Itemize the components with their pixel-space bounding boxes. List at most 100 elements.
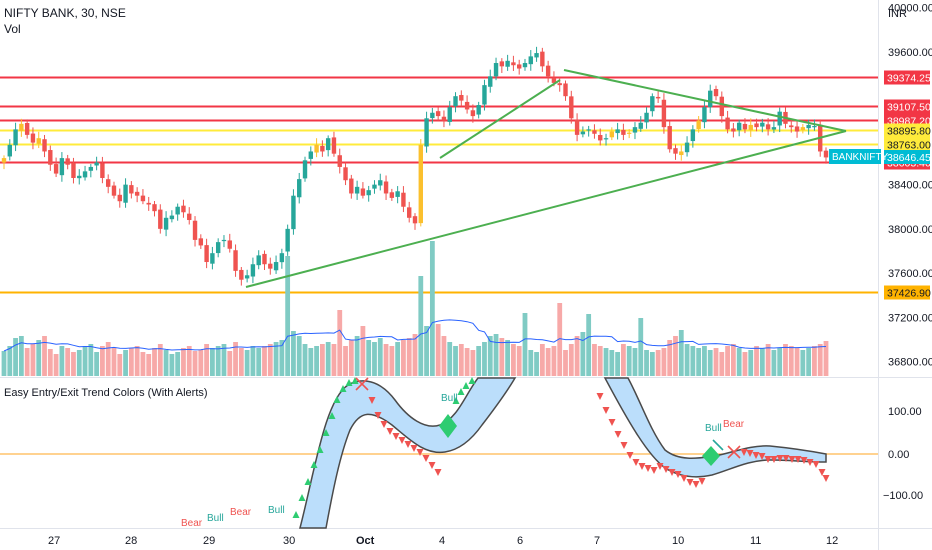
time-label: 29 <box>203 535 215 547</box>
volume-bar <box>649 352 655 376</box>
symbol-tag <box>829 149 881 164</box>
volume-bar <box>279 340 285 376</box>
price-scale[interactable]: 40000.00 39600.00 38400.00 38000.00 37600.00… <box>888 3 932 369</box>
candle-body <box>331 137 337 154</box>
bull-signal-triangle <box>304 478 312 485</box>
candle-body <box>435 111 441 117</box>
level-tag-label: 37426.90 <box>887 288 931 300</box>
candle-body <box>661 99 667 128</box>
bear-signal-triangle <box>662 466 670 473</box>
volume-bar <box>325 342 331 376</box>
candle-body <box>499 61 505 67</box>
volume-bar <box>742 352 748 376</box>
volume-bar <box>24 348 30 376</box>
candle-body <box>65 158 70 165</box>
candle-body <box>24 123 30 135</box>
volume-bar <box>337 310 343 376</box>
trendline-lower-ascending[interactable] <box>245 130 847 288</box>
volume-bar <box>157 344 163 376</box>
volume-bar <box>348 340 354 376</box>
trendlines[interactable] <box>245 69 847 288</box>
volume-bar <box>377 338 383 376</box>
bear-signal-triangle <box>380 421 388 428</box>
volume-bar <box>644 350 649 376</box>
volume-bar <box>493 334 499 376</box>
time-axis[interactable]: 27 28 29 30 Oct 4 6 7 10 11 12 <box>48 535 838 547</box>
candle-body <box>545 65 551 77</box>
candle-body <box>464 101 470 110</box>
price-tick: 37600.00 <box>888 268 932 280</box>
candle-body <box>48 150 53 165</box>
candle-body <box>482 85 487 105</box>
volume-bar <box>568 344 574 376</box>
time-label: 4 <box>439 535 445 547</box>
volume-bar <box>192 351 198 376</box>
bear-signal-triangle <box>422 455 430 462</box>
candle-body <box>586 129 591 131</box>
trendline-upper-descending[interactable] <box>563 69 847 132</box>
candle-body <box>493 63 499 77</box>
bear-signal-triangle <box>410 445 418 452</box>
candle-body <box>354 186 360 194</box>
time-label: 12 <box>826 535 838 547</box>
volume-bar <box>702 346 707 376</box>
volume-bar <box>563 350 568 376</box>
volume-bar <box>1 351 7 376</box>
candle-body <box>221 239 227 242</box>
candle-body <box>389 192 395 198</box>
volume-bar <box>817 344 823 376</box>
volume-bar <box>620 344 626 376</box>
price-tick: 36800.00 <box>888 357 932 369</box>
volume-bar <box>186 346 192 376</box>
bull-signal-triangle <box>310 461 318 468</box>
volume-bar <box>36 340 42 376</box>
volume-bar <box>250 346 256 376</box>
bull-signal-triangle <box>316 446 324 453</box>
volume-bar <box>528 350 534 376</box>
candle-body <box>285 228 290 252</box>
bear-signal-triangle <box>650 467 658 474</box>
volume-bar <box>319 344 325 376</box>
candle-body <box>754 123 759 128</box>
volume-bar <box>30 344 36 376</box>
candle-body <box>655 96 661 99</box>
bull-entry-diamond <box>702 446 720 466</box>
volume-bar <box>771 350 777 376</box>
candle-body <box>134 191 140 196</box>
candle-body <box>297 179 302 198</box>
currency-label: INR <box>888 8 907 20</box>
volume-label: Vol <box>4 22 21 36</box>
candle-body <box>320 145 325 152</box>
candle-body <box>7 144 12 157</box>
candle-body <box>742 123 748 130</box>
volume-bar <box>140 352 146 376</box>
candle-body <box>725 117 730 130</box>
volume-bar <box>244 350 250 376</box>
bear-signal-triangle <box>764 456 772 463</box>
volume-bar <box>227 351 233 376</box>
volume-bar <box>476 346 482 376</box>
candle-body <box>82 171 88 178</box>
volume-bar <box>42 336 47 376</box>
volume-bar <box>401 340 406 376</box>
candle-body <box>181 205 186 213</box>
bear-signal-triangle <box>608 419 616 426</box>
volume-bar <box>759 348 765 376</box>
candle-body <box>395 191 400 197</box>
volume-bar <box>673 336 678 376</box>
candle-body <box>569 96 574 119</box>
candle-body <box>163 217 169 230</box>
trendline-short-up[interactable] <box>439 79 561 159</box>
level-tag <box>884 70 930 85</box>
volume-bar <box>152 348 157 376</box>
candle-body <box>250 264 256 277</box>
volume-bar <box>661 348 667 376</box>
volume-bar <box>470 350 476 376</box>
candle-body <box>777 111 782 126</box>
volume-bar <box>603 348 609 376</box>
candle-body <box>488 76 493 87</box>
volume-bar <box>441 336 447 376</box>
bear-signal-triangle <box>596 393 604 400</box>
candle-body <box>210 253 215 264</box>
